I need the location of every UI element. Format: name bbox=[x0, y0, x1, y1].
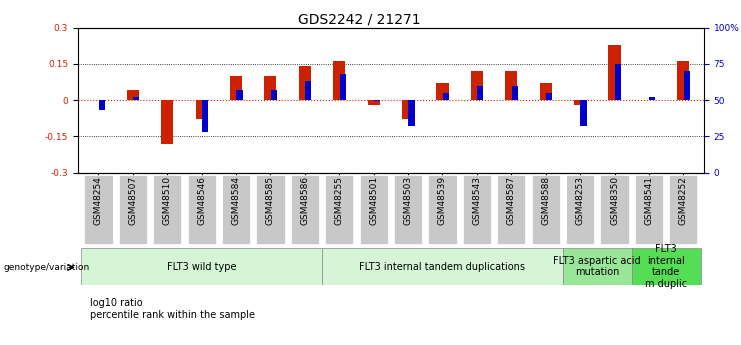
Text: FLT3 aspartic acid
mutation: FLT3 aspartic acid mutation bbox=[554, 256, 641, 277]
FancyBboxPatch shape bbox=[84, 176, 113, 244]
Bar bbox=[574, 100, 586, 105]
Bar bbox=[615, 64, 621, 100]
Bar bbox=[339, 74, 346, 100]
Bar bbox=[162, 100, 173, 144]
FancyBboxPatch shape bbox=[600, 176, 628, 244]
Text: GSM48253: GSM48253 bbox=[576, 176, 585, 225]
Bar bbox=[684, 71, 690, 100]
Text: log10 ratio: log10 ratio bbox=[90, 298, 143, 308]
Text: GSM48541: GSM48541 bbox=[645, 176, 654, 225]
Text: FLT3
internal
tande
m duplic: FLT3 internal tande m duplic bbox=[645, 244, 687, 289]
FancyBboxPatch shape bbox=[153, 176, 182, 244]
Bar bbox=[477, 86, 483, 100]
FancyBboxPatch shape bbox=[566, 176, 594, 244]
FancyBboxPatch shape bbox=[497, 176, 525, 244]
Bar bbox=[236, 90, 242, 100]
Bar bbox=[270, 90, 277, 100]
Text: FLT3 wild type: FLT3 wild type bbox=[167, 262, 236, 272]
Text: genotype/variation: genotype/variation bbox=[4, 263, 90, 272]
Text: GSM48252: GSM48252 bbox=[679, 176, 688, 225]
Bar bbox=[202, 100, 208, 132]
Text: GSM48585: GSM48585 bbox=[266, 176, 275, 225]
Text: GSM48510: GSM48510 bbox=[163, 176, 172, 225]
Text: GSM48584: GSM48584 bbox=[231, 176, 241, 225]
Bar bbox=[374, 100, 380, 101]
Text: GSM48546: GSM48546 bbox=[197, 176, 206, 225]
Bar bbox=[677, 61, 689, 100]
FancyBboxPatch shape bbox=[119, 176, 147, 244]
Bar bbox=[305, 81, 311, 100]
Bar bbox=[511, 86, 518, 100]
FancyBboxPatch shape bbox=[256, 176, 285, 244]
Bar bbox=[265, 76, 276, 100]
Bar bbox=[368, 100, 379, 105]
Text: GSM48543: GSM48543 bbox=[472, 176, 482, 225]
Bar bbox=[99, 100, 105, 110]
FancyBboxPatch shape bbox=[428, 176, 456, 244]
FancyBboxPatch shape bbox=[563, 248, 631, 285]
Bar bbox=[436, 83, 448, 100]
FancyBboxPatch shape bbox=[669, 176, 697, 244]
Text: GSM48503: GSM48503 bbox=[404, 176, 413, 225]
Bar bbox=[133, 97, 139, 100]
Text: GSM48587: GSM48587 bbox=[507, 176, 516, 225]
FancyBboxPatch shape bbox=[463, 176, 491, 244]
Bar bbox=[471, 71, 483, 100]
Bar bbox=[539, 83, 552, 100]
Title: GDS2242 / 21271: GDS2242 / 21271 bbox=[299, 12, 421, 27]
Bar bbox=[408, 100, 415, 126]
Text: GSM48588: GSM48588 bbox=[541, 176, 551, 225]
Bar bbox=[649, 97, 656, 100]
Bar bbox=[196, 100, 207, 119]
FancyBboxPatch shape bbox=[531, 176, 559, 244]
Bar bbox=[608, 45, 620, 100]
Bar bbox=[230, 76, 242, 100]
Text: percentile rank within the sample: percentile rank within the sample bbox=[90, 310, 256, 320]
Text: GSM48254: GSM48254 bbox=[94, 176, 103, 225]
FancyBboxPatch shape bbox=[290, 176, 319, 244]
FancyBboxPatch shape bbox=[325, 176, 353, 244]
Text: GSM48350: GSM48350 bbox=[610, 176, 619, 225]
FancyBboxPatch shape bbox=[322, 248, 563, 285]
FancyBboxPatch shape bbox=[359, 176, 388, 244]
Text: GSM48501: GSM48501 bbox=[369, 176, 378, 225]
Bar bbox=[505, 71, 517, 100]
FancyBboxPatch shape bbox=[222, 176, 250, 244]
FancyBboxPatch shape bbox=[187, 176, 216, 244]
FancyBboxPatch shape bbox=[82, 248, 322, 285]
Bar bbox=[546, 93, 552, 100]
FancyBboxPatch shape bbox=[631, 248, 700, 285]
Bar bbox=[443, 93, 449, 100]
Bar bbox=[580, 100, 587, 126]
Text: GSM48255: GSM48255 bbox=[335, 176, 344, 225]
FancyBboxPatch shape bbox=[394, 176, 422, 244]
Text: GSM48539: GSM48539 bbox=[438, 176, 447, 225]
Bar bbox=[333, 61, 345, 100]
Text: GSM48586: GSM48586 bbox=[300, 176, 310, 225]
Bar bbox=[127, 90, 139, 100]
Bar bbox=[402, 100, 414, 119]
FancyBboxPatch shape bbox=[635, 176, 663, 244]
Text: GSM48507: GSM48507 bbox=[128, 176, 137, 225]
Bar bbox=[299, 66, 311, 100]
Text: FLT3 internal tandem duplications: FLT3 internal tandem duplications bbox=[359, 262, 525, 272]
